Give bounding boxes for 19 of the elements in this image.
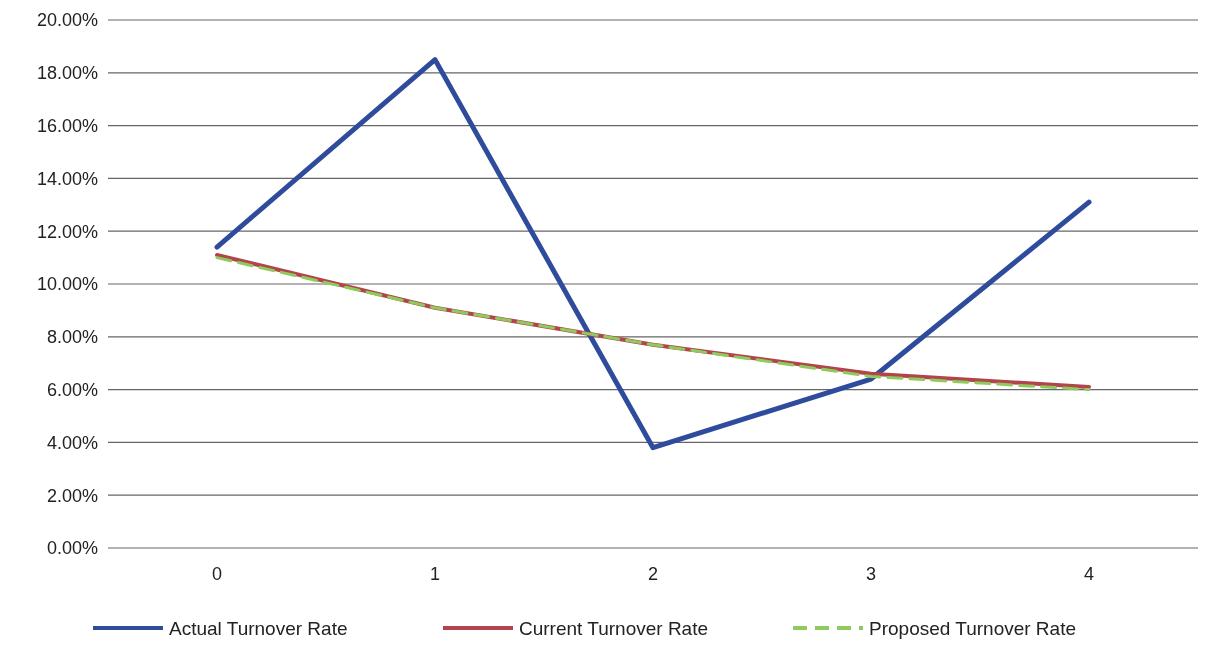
x-tick-label: 4 (1083, 564, 1095, 584)
legend-label: Proposed Turnover Rate (869, 617, 1077, 639)
y-tick-label: 20.00% (36, 10, 98, 31)
y-tick-label: 8.00% (46, 327, 98, 348)
legend-label: Actual Turnover Rate (169, 617, 348, 639)
y-tick-label: 10.00% (36, 274, 98, 295)
legend-label: Current Turnover Rate (519, 617, 709, 639)
y-tick-label: 0.00% (46, 538, 98, 559)
x-tick-label: 1 (429, 564, 441, 584)
x-tick-label: 3 (865, 564, 877, 584)
y-tick-label: 12.00% (36, 221, 98, 242)
y-tick-label: 16.00% (36, 115, 98, 136)
y-tick-label: 6.00% (46, 379, 98, 400)
x-tick-label: 2 (647, 564, 659, 584)
y-tick-label: 2.00% (46, 485, 98, 506)
y-tick-label: 14.00% (36, 168, 98, 189)
x-tick-label: 0 (211, 564, 223, 584)
y-tick-label: 18.00% (36, 63, 98, 84)
y-tick-label: 4.00% (46, 432, 98, 453)
